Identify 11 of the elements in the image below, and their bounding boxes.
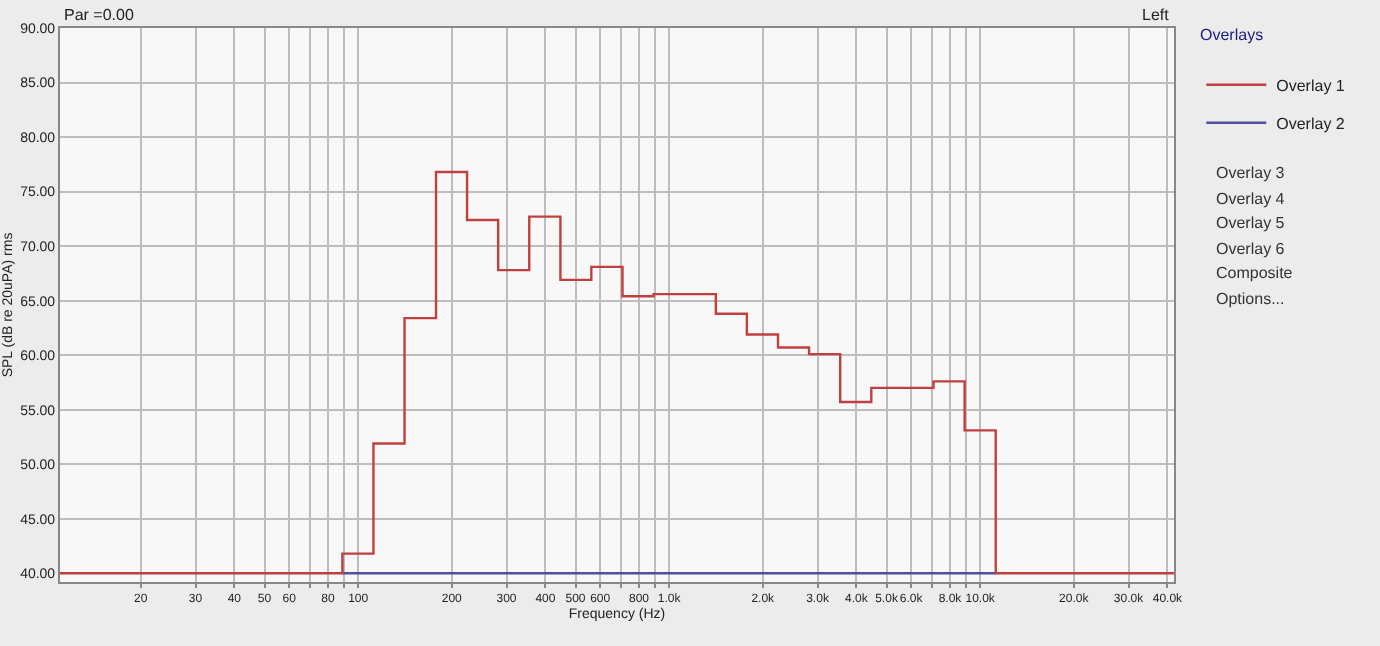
text: Overlay 6 [1216, 240, 1286, 258]
text: Composite [1216, 264, 1294, 282]
text: Overlay 4 [1216, 190, 1286, 208]
text: Left [1142, 6, 1171, 24]
text: Par =0.00 [64, 6, 135, 24]
legend-label: Overlay 2 [1276, 114, 1346, 133]
legend-label: Overlay 1 [1276, 76, 1346, 95]
text: Overlays [1200, 26, 1264, 44]
text: Overlay 3 [1216, 164, 1286, 182]
text: Overlay 5 [1216, 214, 1286, 232]
text: Options... [1216, 290, 1285, 308]
